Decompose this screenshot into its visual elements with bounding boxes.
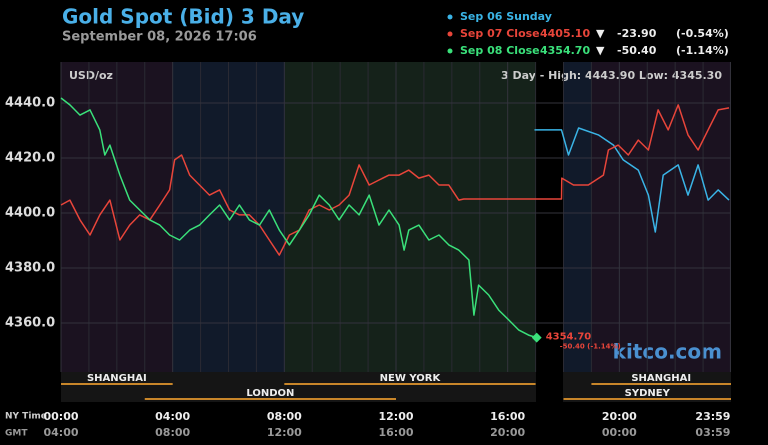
- x-tick-label: 04:00: [155, 410, 190, 423]
- x2-tick-label: 20:00: [490, 426, 525, 439]
- legend-marker: [447, 31, 453, 37]
- x2-tick-label: 08:00: [155, 426, 190, 439]
- legend-change: -23.90: [617, 27, 657, 40]
- legend-label: Sep 07 Close: [460, 27, 540, 40]
- chart-subtitle: September 08, 2026 17:06: [62, 30, 257, 45]
- session-shade: [285, 62, 536, 372]
- high-low: 3 Day - High: 4443.90 Low: 4345.30: [501, 69, 722, 82]
- legend-marker: [447, 48, 453, 54]
- price-line: [534, 127, 730, 233]
- chart-title: Gold Spot (Bid) 3 Day: [62, 5, 304, 29]
- last-marker: [531, 332, 542, 343]
- session-bar: [284, 383, 536, 385]
- legend-arrow: ▼: [596, 27, 605, 40]
- unit-label: USD/oz: [69, 69, 113, 82]
- x2-row-label: GMT: [5, 429, 28, 439]
- x-tick-label: 00:00: [43, 410, 78, 423]
- x2-tick-label: 04:00: [43, 426, 78, 439]
- watermark: kitco.com: [613, 340, 722, 364]
- legend-marker: [447, 14, 453, 20]
- session-bar: [563, 398, 731, 400]
- x2-tick-label: 12:00: [267, 426, 302, 439]
- y-tick-label: 4360.0: [5, 316, 55, 331]
- legend-change-pct: (-0.54%): [676, 27, 729, 40]
- last-price: 4354.70: [546, 332, 592, 343]
- legend-close: 4405.10: [540, 27, 590, 40]
- legend-change: -50.40: [617, 44, 657, 57]
- session-label: SYDNEY: [625, 388, 671, 399]
- session-bar: [144, 398, 396, 400]
- legend-label: Sep 06 Sunday: [460, 10, 552, 23]
- session-strip: [563, 372, 731, 402]
- session-shade: [563, 62, 591, 372]
- session-bar: [61, 383, 173, 385]
- session-shade: [591, 62, 731, 372]
- legend-arrow: ▼: [596, 44, 605, 57]
- legend-change-pct: (-1.14%): [676, 44, 729, 57]
- session-label: SHANGHAI: [87, 373, 147, 384]
- y-tick-label: 4420.0: [5, 150, 55, 165]
- price-line: [60, 97, 537, 339]
- session-label: LONDON: [246, 388, 294, 399]
- y-tick-label: 4440.0: [5, 95, 55, 110]
- session-strip: [61, 372, 536, 402]
- x2-tick-label: 03:59: [695, 426, 730, 439]
- x2-tick-label: 00:00: [602, 426, 637, 439]
- legend-close: 4354.70: [540, 44, 590, 57]
- session-label: NEW YORK: [380, 373, 442, 384]
- session-label: SHANGHAI: [631, 373, 691, 384]
- y-tick-label: 4400.0: [5, 206, 55, 221]
- x2-tick-label: 16:00: [378, 426, 413, 439]
- session-bar: [591, 383, 731, 385]
- x-tick-label: 08:00: [267, 410, 302, 423]
- x-tick-label: 20:00: [602, 410, 637, 423]
- legend-label: Sep 08 Close: [460, 44, 540, 57]
- closed-gap: [536, 62, 563, 402]
- x-tick-label: 16:00: [490, 410, 525, 423]
- x-row-label: NY Time: [5, 412, 47, 422]
- y-tick-label: 4380.0: [5, 261, 55, 276]
- price-line: [60, 104, 730, 256]
- last-change: -50.40 (-1.14%): [560, 343, 621, 351]
- x-tick-label: 12:00: [378, 410, 413, 423]
- x-tick-label: 23:59: [695, 410, 730, 423]
